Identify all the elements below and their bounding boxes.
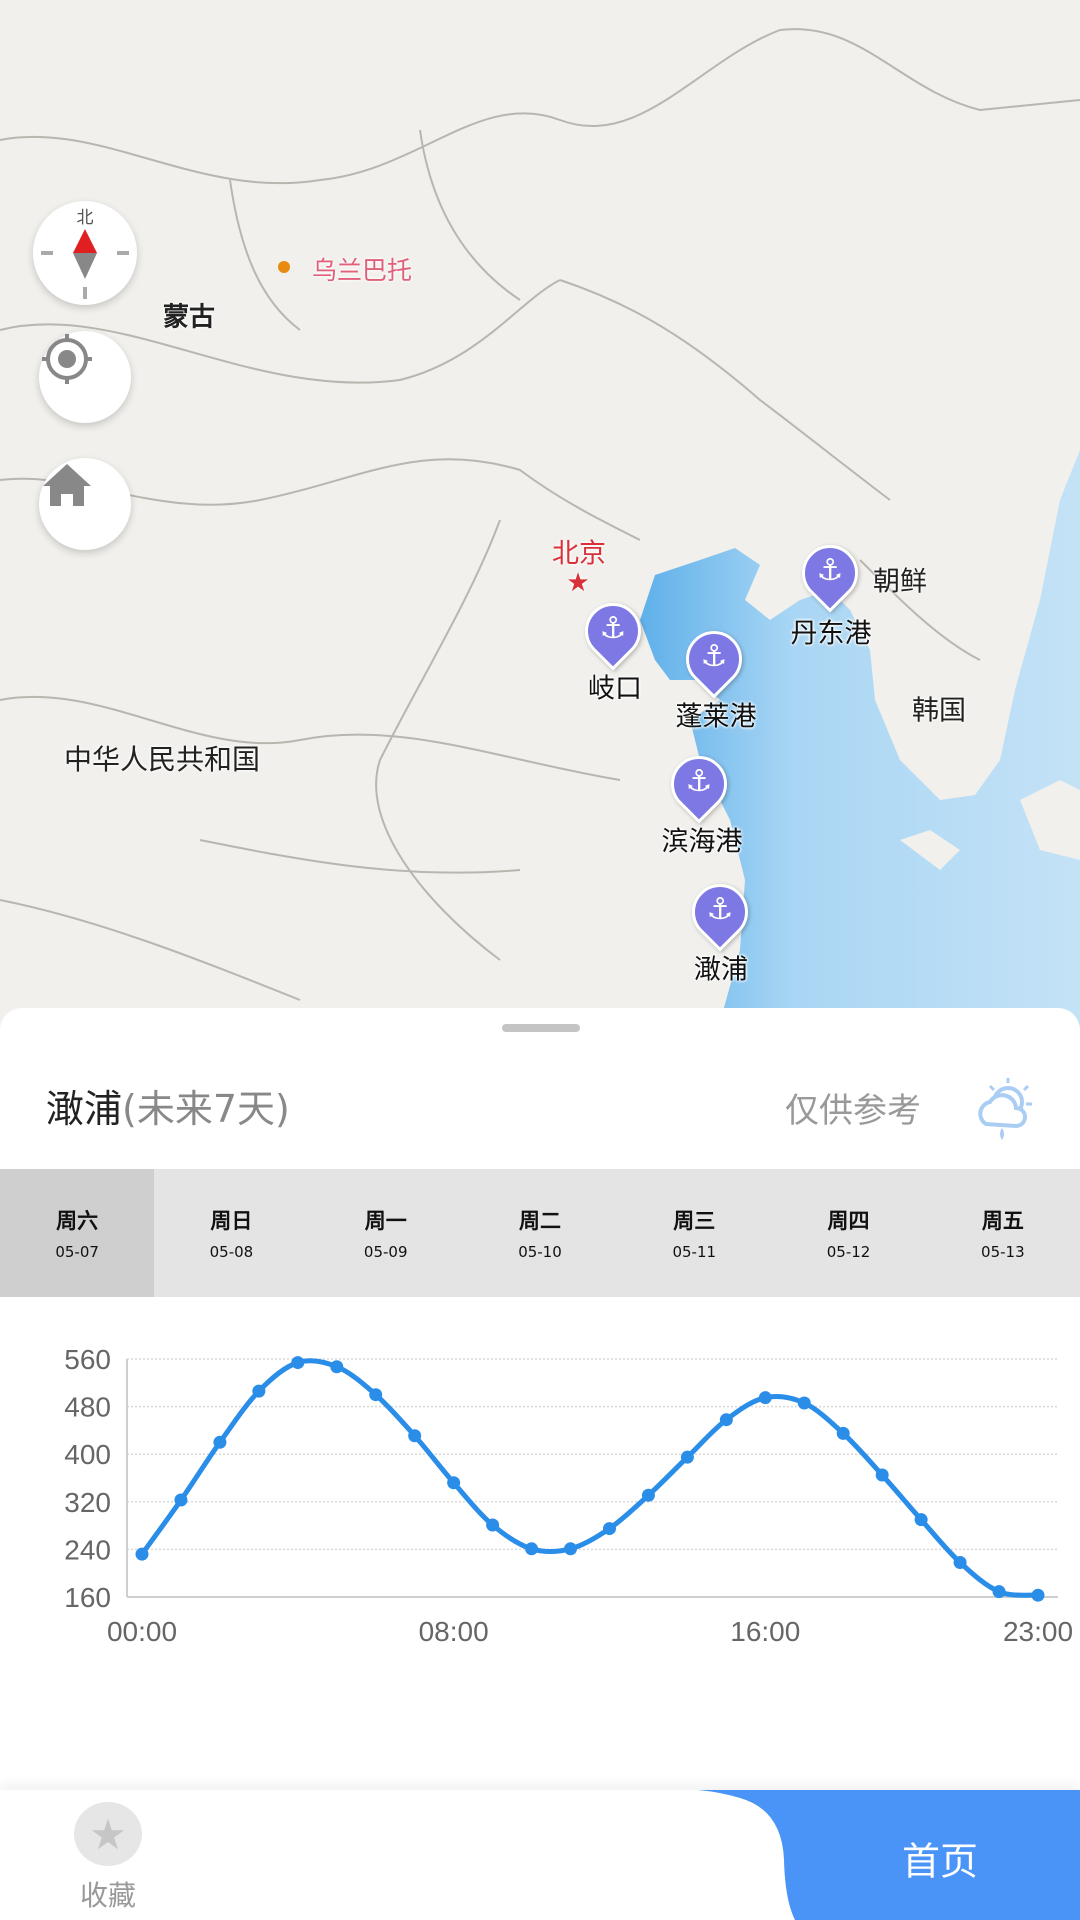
port-label[interactable]: 丹东港 <box>790 618 872 650</box>
home-tab-background <box>698 1790 1080 1920</box>
panel-title: 澉浦(未来7天) <box>46 1078 290 1133</box>
tab-date: 05-07 <box>55 1243 99 1261</box>
label-south-korea: 韩国 <box>912 695 966 727</box>
port-label[interactable]: 澉浦 <box>694 954 748 986</box>
tab-weekday: 周一 <box>364 1209 407 1233</box>
label-beijing: 北京 <box>552 538 606 570</box>
port-pin[interactable]: ⚓ <box>659 744 739 824</box>
tab-day[interactable]: 周二 05-10 <box>463 1169 617 1297</box>
tab-weekday: 周二 <box>518 1209 561 1233</box>
locate-icon <box>42 334 92 384</box>
label-ulaanbaatar: 乌兰巴托 <box>311 256 413 285</box>
tab-date: 05-09 <box>363 1243 408 1261</box>
tab-day[interactable]: 周一 05-09 <box>309 1169 463 1297</box>
compass-north-label: 北 <box>76 208 94 228</box>
tab-date: 05-13 <box>981 1243 1025 1261</box>
home-button[interactable] <box>39 458 131 550</box>
port-pin[interactable]: ⚓ <box>573 591 653 671</box>
port-pin[interactable]: ⚓ <box>680 872 760 952</box>
port-pin[interactable]: ⚓ <box>790 533 870 613</box>
tab-weekday: 周日 <box>210 1209 253 1233</box>
sea <box>640 450 1080 1040</box>
capital-star-icon: ★ <box>566 568 590 598</box>
tide-panel: 澉浦(未来7天) 仅供参考 周六 05-07 周日 05-08 周一 05-09 周二… <box>0 1008 1080 1790</box>
star-icon: ★ <box>74 1802 142 1866</box>
port-label[interactable]: 滨海港 <box>661 826 743 858</box>
compass-button[interactable]: 北 <box>33 201 137 305</box>
map-canvas <box>0 28 1080 1040</box>
port-label[interactable]: 岐口 <box>588 673 642 705</box>
tab-date: 05-11 <box>672 1243 717 1261</box>
tab-date: 05-08 <box>209 1243 254 1261</box>
label-china: 中华人民共和国 <box>63 743 261 776</box>
port-name: 澉浦 <box>46 1087 123 1131</box>
label-mongolia: 蒙古 <box>162 302 216 333</box>
compass-icon <box>41 229 129 299</box>
tab-day[interactable]: 周五 05-13 <box>926 1169 1080 1297</box>
day-tabs: 周六 05-07 周日 05-08 周一 05-09 周二 05-10 周三 05-11 … <box>0 1169 1080 1297</box>
tab-day[interactable]: 周六 05-07 <box>0 1169 155 1297</box>
bottom-nav: ★ 收藏 首页 <box>0 1790 1080 1920</box>
label-north-korea: 朝鲜 <box>873 566 927 598</box>
map[interactable]: 北 蒙古 乌兰巴托 北京 ★ 中华人民共和国 朝鲜 韩国 ⚓ 岐口 ⚓ 蓬莱港 … <box>0 0 1080 1040</box>
city-dot <box>278 261 290 273</box>
port-pin[interactable]: ⚓ <box>674 619 754 699</box>
tab-date: 05-12 <box>826 1243 871 1261</box>
tab-weekday: 周五 <box>981 1209 1024 1233</box>
anchor-icon: ⚓ <box>700 639 728 674</box>
port-label[interactable]: 蓬莱港 <box>675 701 757 733</box>
weather-icon <box>978 1078 1032 1140</box>
tab-weekday: 周四 <box>827 1209 870 1233</box>
forecast-range: (未来7天) <box>122 1087 290 1131</box>
anchor-icon: ⚓ <box>599 611 627 646</box>
tab-date: 05-10 <box>518 1243 562 1261</box>
home-icon <box>43 464 91 506</box>
anchor-icon: ⚓ <box>685 764 713 799</box>
locate-button[interactable] <box>39 331 131 423</box>
tab-day[interactable]: 周四 05-12 <box>771 1169 925 1297</box>
favorites-tab[interactable]: ★ 收藏 <box>68 1802 148 1914</box>
drag-handle[interactable] <box>502 1024 580 1032</box>
tab-day[interactable]: 周三 05-11 <box>617 1169 771 1297</box>
tab-weekday: 周三 <box>673 1209 716 1233</box>
anchor-icon: ⚓ <box>816 553 844 588</box>
home-tab[interactable]: 首页 <box>901 1839 979 1884</box>
reference-note: 仅供参考 <box>785 1091 921 1131</box>
anchor-icon: ⚓ <box>706 892 734 927</box>
tab-weekday: 周六 <box>56 1209 99 1233</box>
tab-day[interactable]: 周日 05-08 <box>154 1169 308 1297</box>
favorites-label: 收藏 <box>79 1879 136 1912</box>
